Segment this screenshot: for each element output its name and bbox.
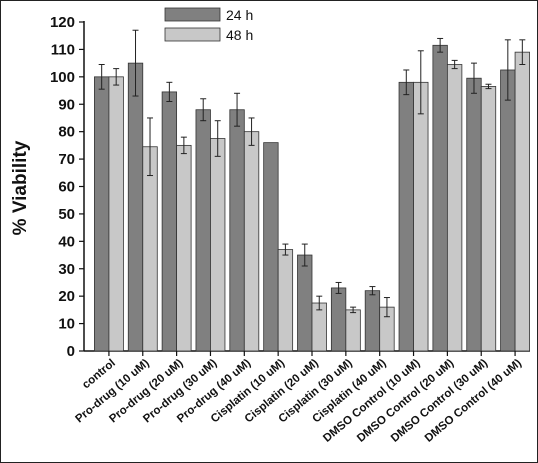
y-ticks: 0 10 20 30 40 50 60 70 80 90 100 110 120 [50, 14, 84, 360]
bar-24h [466, 77, 482, 352]
y-tick-label: 10 [58, 316, 75, 333]
bar-48h [514, 51, 530, 352]
bar-24h [297, 254, 313, 352]
y-tick-label: 100 [50, 69, 75, 86]
bar-24h [398, 81, 414, 352]
bar-48h [480, 86, 497, 352]
y-tick-label: 80 [58, 124, 75, 141]
legend-swatch-48h [164, 27, 221, 42]
y-tick-label: 40 [58, 233, 75, 250]
bar-48h [176, 144, 192, 352]
y-tick-label: 0 [67, 343, 75, 360]
bar-24h [94, 76, 110, 352]
bar-24h [500, 69, 516, 352]
y-tick-label: 50 [58, 206, 75, 223]
bar-24h [195, 109, 211, 352]
bar-48h [243, 131, 260, 352]
bar-24h [330, 287, 347, 352]
bar-48h [210, 138, 226, 352]
bar-24h [364, 290, 381, 352]
y-axis-label: % Viability [10, 140, 31, 235]
bar-48h [345, 309, 361, 352]
y-tick-label: 30 [58, 261, 75, 278]
legend-label: 24 h [226, 7, 253, 23]
legend: 24 h 48 h [164, 7, 253, 43]
bars [94, 44, 530, 352]
bar-48h [277, 249, 294, 352]
y-tick-label: 20 [58, 288, 75, 305]
bar-24h [263, 142, 279, 352]
bar-48h [446, 64, 463, 352]
y-tick-label: 90 [58, 96, 75, 113]
y-tick-label: 60 [58, 179, 75, 196]
bar-24h [229, 109, 245, 352]
bar-24h [432, 44, 448, 352]
bar-24h [161, 91, 178, 352]
error-bars [98, 29, 526, 318]
y-tick-label: 70 [58, 151, 75, 168]
y-tick-label: 110 [51, 41, 75, 58]
bar-48h [108, 76, 124, 352]
legend-label: 48 h [226, 27, 253, 43]
bar-24h [127, 62, 144, 352]
y-tick-label: 120 [50, 14, 75, 31]
bar-48h [142, 146, 158, 352]
legend-swatch-24h [164, 7, 221, 22]
bar-48h [413, 81, 429, 352]
